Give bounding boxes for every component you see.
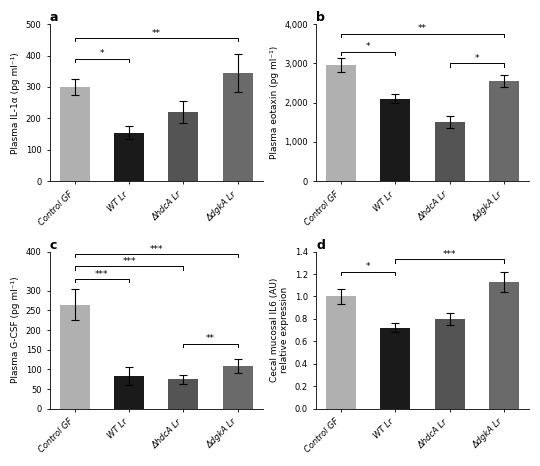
Text: *: * xyxy=(366,262,370,271)
Text: ***: *** xyxy=(150,245,163,254)
Text: a: a xyxy=(50,11,58,24)
Text: ***: *** xyxy=(443,250,456,259)
Text: c: c xyxy=(50,239,57,252)
Y-axis label: Plasma IL-1α (pg ml⁻¹): Plasma IL-1α (pg ml⁻¹) xyxy=(11,52,20,154)
Bar xyxy=(326,296,356,409)
Bar xyxy=(435,123,465,181)
Bar xyxy=(168,112,198,181)
Bar xyxy=(489,81,519,181)
Text: **: ** xyxy=(418,24,427,34)
Y-axis label: Plasma G-CSF (pg ml⁻¹): Plasma G-CSF (pg ml⁻¹) xyxy=(11,277,20,384)
Text: *: * xyxy=(366,42,370,51)
Text: *: * xyxy=(99,49,104,58)
Bar xyxy=(489,282,519,409)
Bar xyxy=(380,99,410,181)
Bar xyxy=(59,87,90,181)
Bar xyxy=(114,376,144,409)
Text: ***: *** xyxy=(122,257,136,266)
Bar xyxy=(326,65,356,181)
Text: b: b xyxy=(316,11,325,24)
Text: **: ** xyxy=(152,29,161,38)
Text: d: d xyxy=(316,239,325,252)
Bar xyxy=(114,132,144,181)
Bar xyxy=(223,366,253,409)
Y-axis label: Cecal mucosal IL6 (AU)
relative expression: Cecal mucosal IL6 (AU) relative expressi… xyxy=(269,278,289,382)
Text: *: * xyxy=(475,54,480,63)
Bar xyxy=(435,319,465,409)
Bar xyxy=(59,305,90,409)
Bar xyxy=(380,328,410,409)
Y-axis label: Plasma eotaxin (pg ml⁻¹): Plasma eotaxin (pg ml⁻¹) xyxy=(269,46,279,159)
Bar xyxy=(168,379,198,409)
Bar xyxy=(223,73,253,181)
Text: **: ** xyxy=(206,335,215,343)
Text: ***: *** xyxy=(95,270,109,279)
